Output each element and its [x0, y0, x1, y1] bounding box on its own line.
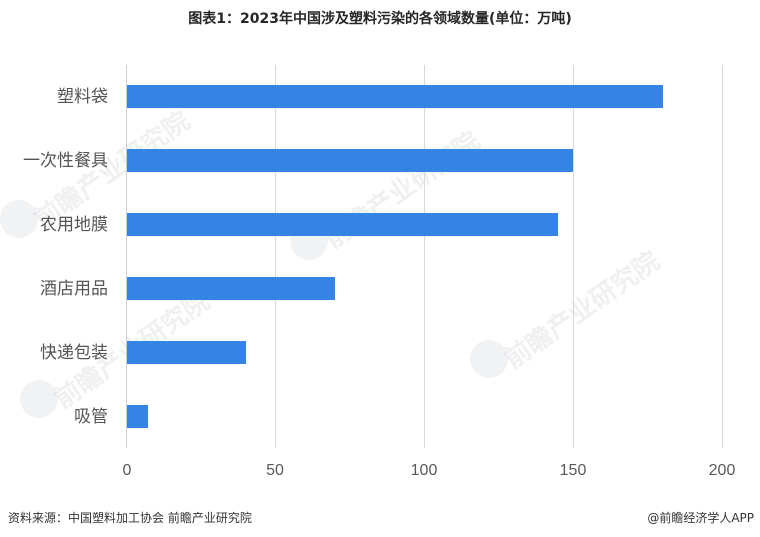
y-axis-line [126, 65, 127, 448]
x-tick-label: 50 [266, 462, 284, 479]
category-label: 酒店用品 [40, 279, 108, 299]
bar-hotel-supplies [127, 277, 335, 300]
bar-plastic-bags [127, 85, 663, 108]
x-tick-label: 150 [559, 462, 587, 479]
category-label: 吸管 [74, 407, 108, 427]
bar-straws [127, 405, 148, 428]
chart-title: 图表1：2023年中国涉及塑料污染的各领域数量(单位：万吨) [188, 11, 572, 27]
bar-disposable-tableware [127, 149, 573, 172]
watermark-text: 前瞻产业研究院 [499, 246, 666, 376]
source-note: 资料来源：中国塑料加工协会 前瞻产业研究院 [8, 511, 252, 525]
x-tick-label: 100 [410, 462, 438, 479]
x-tick-label: 0 [122, 462, 132, 479]
gridline-200 [722, 65, 723, 448]
gridline-50 [275, 65, 276, 448]
x-tick-label: 200 [708, 462, 736, 479]
credit-note: @前瞻经济学人APP [647, 511, 754, 525]
gridline-150 [573, 65, 574, 448]
category-label: 农用地膜 [40, 215, 108, 235]
gridline-100 [424, 65, 425, 448]
watermark-logo-icon [470, 340, 508, 378]
category-label: 塑料袋 [57, 87, 108, 107]
bar-agricultural-film [127, 213, 558, 236]
bar-express-packaging [127, 341, 246, 364]
category-label: 快递包装 [40, 343, 108, 363]
category-label: 一次性餐具 [23, 151, 108, 171]
